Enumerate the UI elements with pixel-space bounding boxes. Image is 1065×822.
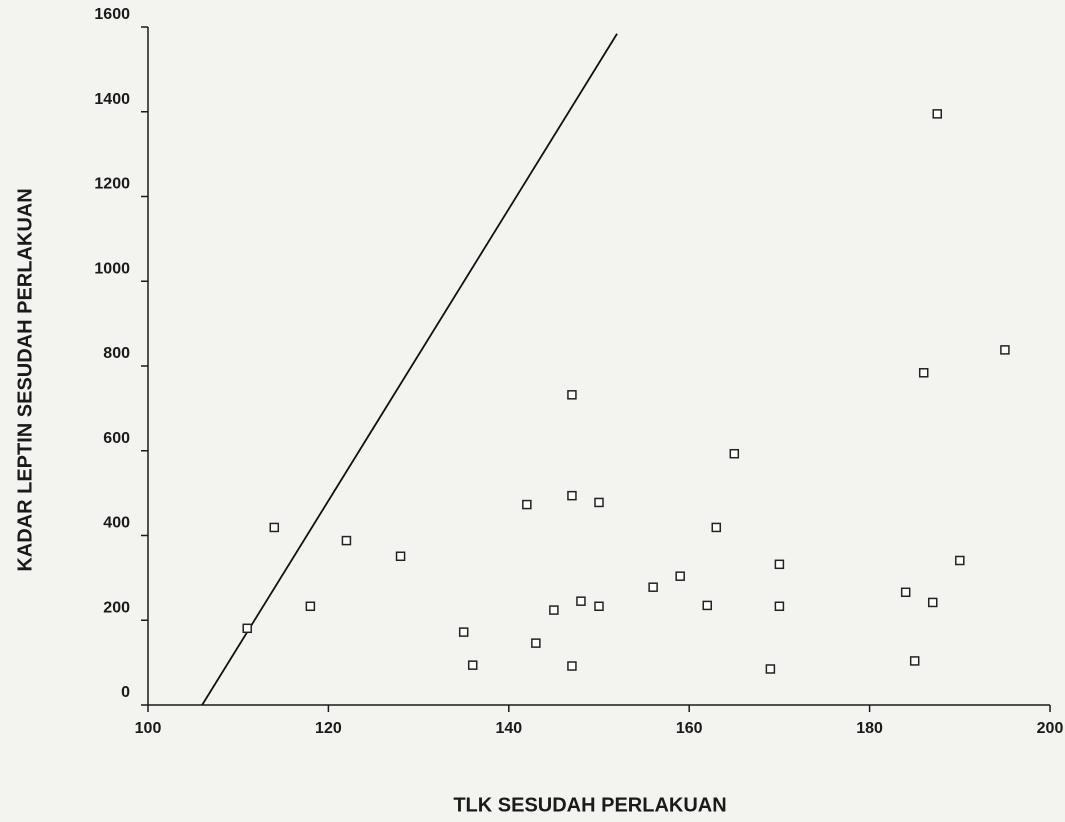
point: [568, 391, 576, 399]
point: [523, 501, 531, 509]
point: [568, 662, 576, 670]
point: [676, 572, 684, 580]
y-tick-label: 800: [103, 345, 130, 362]
y-tick-label: 0: [121, 684, 130, 701]
point: [568, 492, 576, 500]
point: [730, 450, 738, 458]
point: [460, 628, 468, 636]
chart: TLK SESUDAH PERLAKUAN KADAR LEPTIN SESUD…: [0, 0, 1065, 822]
point: [595, 498, 603, 506]
point: [902, 588, 910, 596]
y-tick-label: 1000: [94, 260, 130, 277]
point: [929, 598, 937, 606]
y-tick-label: 400: [103, 515, 130, 532]
point: [397, 552, 405, 560]
fit-line: [202, 34, 617, 705]
point: [1001, 346, 1009, 354]
y-tick-label: 200: [103, 599, 130, 616]
point: [342, 537, 350, 545]
x-axis-label: TLK SESUDAH PERLAKUAN: [453, 794, 726, 816]
point: [550, 606, 558, 614]
point: [595, 602, 603, 610]
point: [243, 624, 251, 632]
x-tick-label: 200: [1037, 720, 1064, 737]
x-tick-label: 100: [135, 720, 162, 737]
point: [956, 557, 964, 565]
y-tick-label: 1600: [94, 6, 130, 23]
point: [775, 602, 783, 610]
point: [270, 523, 278, 531]
point: [703, 601, 711, 609]
y-tick-label: 1200: [94, 176, 130, 193]
point: [649, 583, 657, 591]
point: [766, 665, 774, 673]
y-tick-label: 1400: [94, 91, 130, 108]
x-tick-label: 120: [315, 720, 342, 737]
point: [532, 639, 540, 647]
point: [712, 523, 720, 531]
point: [911, 657, 919, 665]
point: [469, 661, 477, 669]
y-axis-label: KADAR LEPTIN SESUDAH PERLAKUAN: [14, 188, 36, 571]
point: [920, 369, 928, 377]
x-tick-label: 160: [676, 720, 703, 737]
point: [933, 110, 941, 118]
point: [306, 602, 314, 610]
x-tick-label: 140: [495, 720, 522, 737]
y-tick-label: 600: [103, 430, 130, 447]
point: [775, 560, 783, 568]
x-tick-label: 180: [856, 720, 883, 737]
point: [577, 597, 585, 605]
